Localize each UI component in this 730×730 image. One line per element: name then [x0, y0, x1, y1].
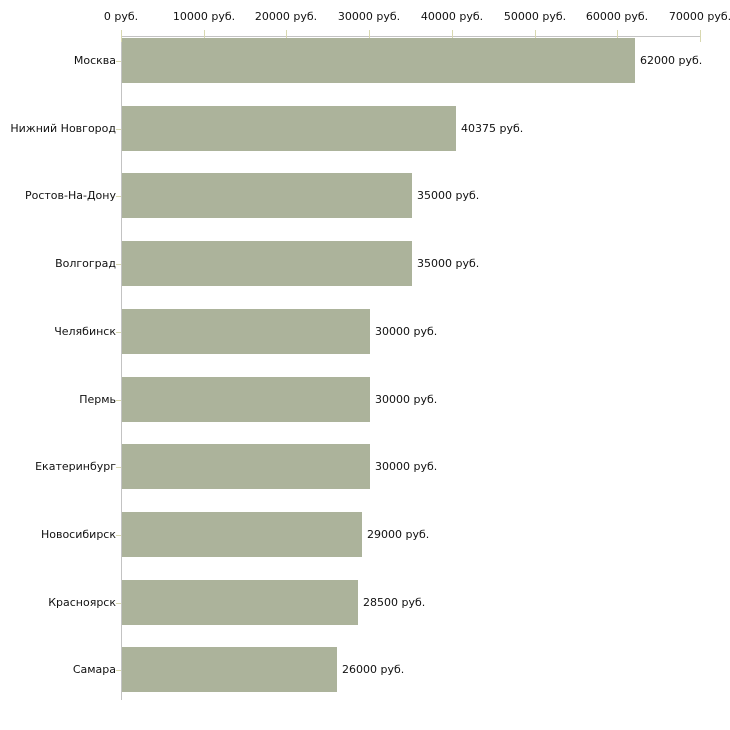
bar-1 [122, 106, 456, 151]
x-axis-tick-mark [700, 30, 701, 42]
y-axis-tick-mark [116, 264, 121, 265]
bar-0 [122, 38, 635, 83]
y-axis-tick-mark [116, 196, 121, 197]
value-label: 62000 руб. [640, 54, 703, 67]
bar-3 [122, 241, 412, 286]
value-label: 30000 руб. [375, 393, 438, 406]
y-axis-tick-mark [116, 332, 121, 333]
category-label: Самара [72, 663, 116, 676]
category-label: Москва [73, 54, 116, 67]
y-axis-tick-mark [116, 129, 121, 130]
bar-9 [122, 647, 337, 692]
bar-2 [122, 173, 412, 218]
value-label: 26000 руб. [342, 663, 405, 676]
category-label: Нижний Новгород [10, 122, 116, 135]
x-axis-tick-mark [617, 30, 618, 42]
x-axis-tick-label: 70000 руб. [668, 10, 730, 23]
bar-5 [122, 377, 370, 422]
x-axis-tick-mark [204, 30, 205, 42]
y-axis-line [121, 36, 122, 700]
y-axis-tick-mark [116, 467, 121, 468]
x-axis-tick-mark [369, 30, 370, 42]
value-label: 30000 руб. [375, 460, 438, 473]
y-axis-tick-mark [116, 535, 121, 536]
value-label: 29000 руб. [367, 528, 430, 541]
x-axis-tick-mark [535, 30, 536, 42]
x-axis-tick-label: 30000 руб. [337, 10, 401, 23]
category-label: Пермь [79, 393, 116, 406]
value-label: 35000 руб. [417, 189, 480, 202]
x-axis-tick-mark [121, 30, 122, 42]
x-axis-line [121, 36, 700, 37]
x-axis-tick-label: 20000 руб. [254, 10, 318, 23]
bar-6 [122, 444, 370, 489]
y-axis-tick-mark [116, 400, 121, 401]
category-label: Красноярск [48, 596, 116, 609]
bar-8 [122, 580, 358, 625]
category-label: Екатеринбург [35, 460, 116, 473]
x-axis-tick-label: 40000 руб. [420, 10, 484, 23]
y-axis-tick-mark [116, 61, 121, 62]
bar-7 [122, 512, 362, 557]
value-label: 28500 руб. [363, 596, 426, 609]
category-label: Волгоград [55, 257, 116, 270]
x-axis-tick-label: 0 руб. [103, 10, 139, 23]
category-label: Новосибирск [40, 528, 116, 541]
value-label: 40375 руб. [461, 122, 524, 135]
x-axis-tick-mark [286, 30, 287, 42]
category-label: Челябинск [54, 325, 116, 338]
x-axis-tick-label: 60000 руб. [585, 10, 649, 23]
x-axis-tick-label: 10000 руб. [172, 10, 236, 23]
value-label: 35000 руб. [417, 257, 480, 270]
x-axis-tick-mark [452, 30, 453, 42]
value-label: 30000 руб. [375, 325, 438, 338]
y-axis-tick-mark [116, 670, 121, 671]
bar-4 [122, 309, 370, 354]
x-axis-tick-label: 50000 руб. [503, 10, 567, 23]
y-axis-tick-mark [116, 603, 121, 604]
category-label: Ростов-На-Дону [24, 189, 116, 202]
